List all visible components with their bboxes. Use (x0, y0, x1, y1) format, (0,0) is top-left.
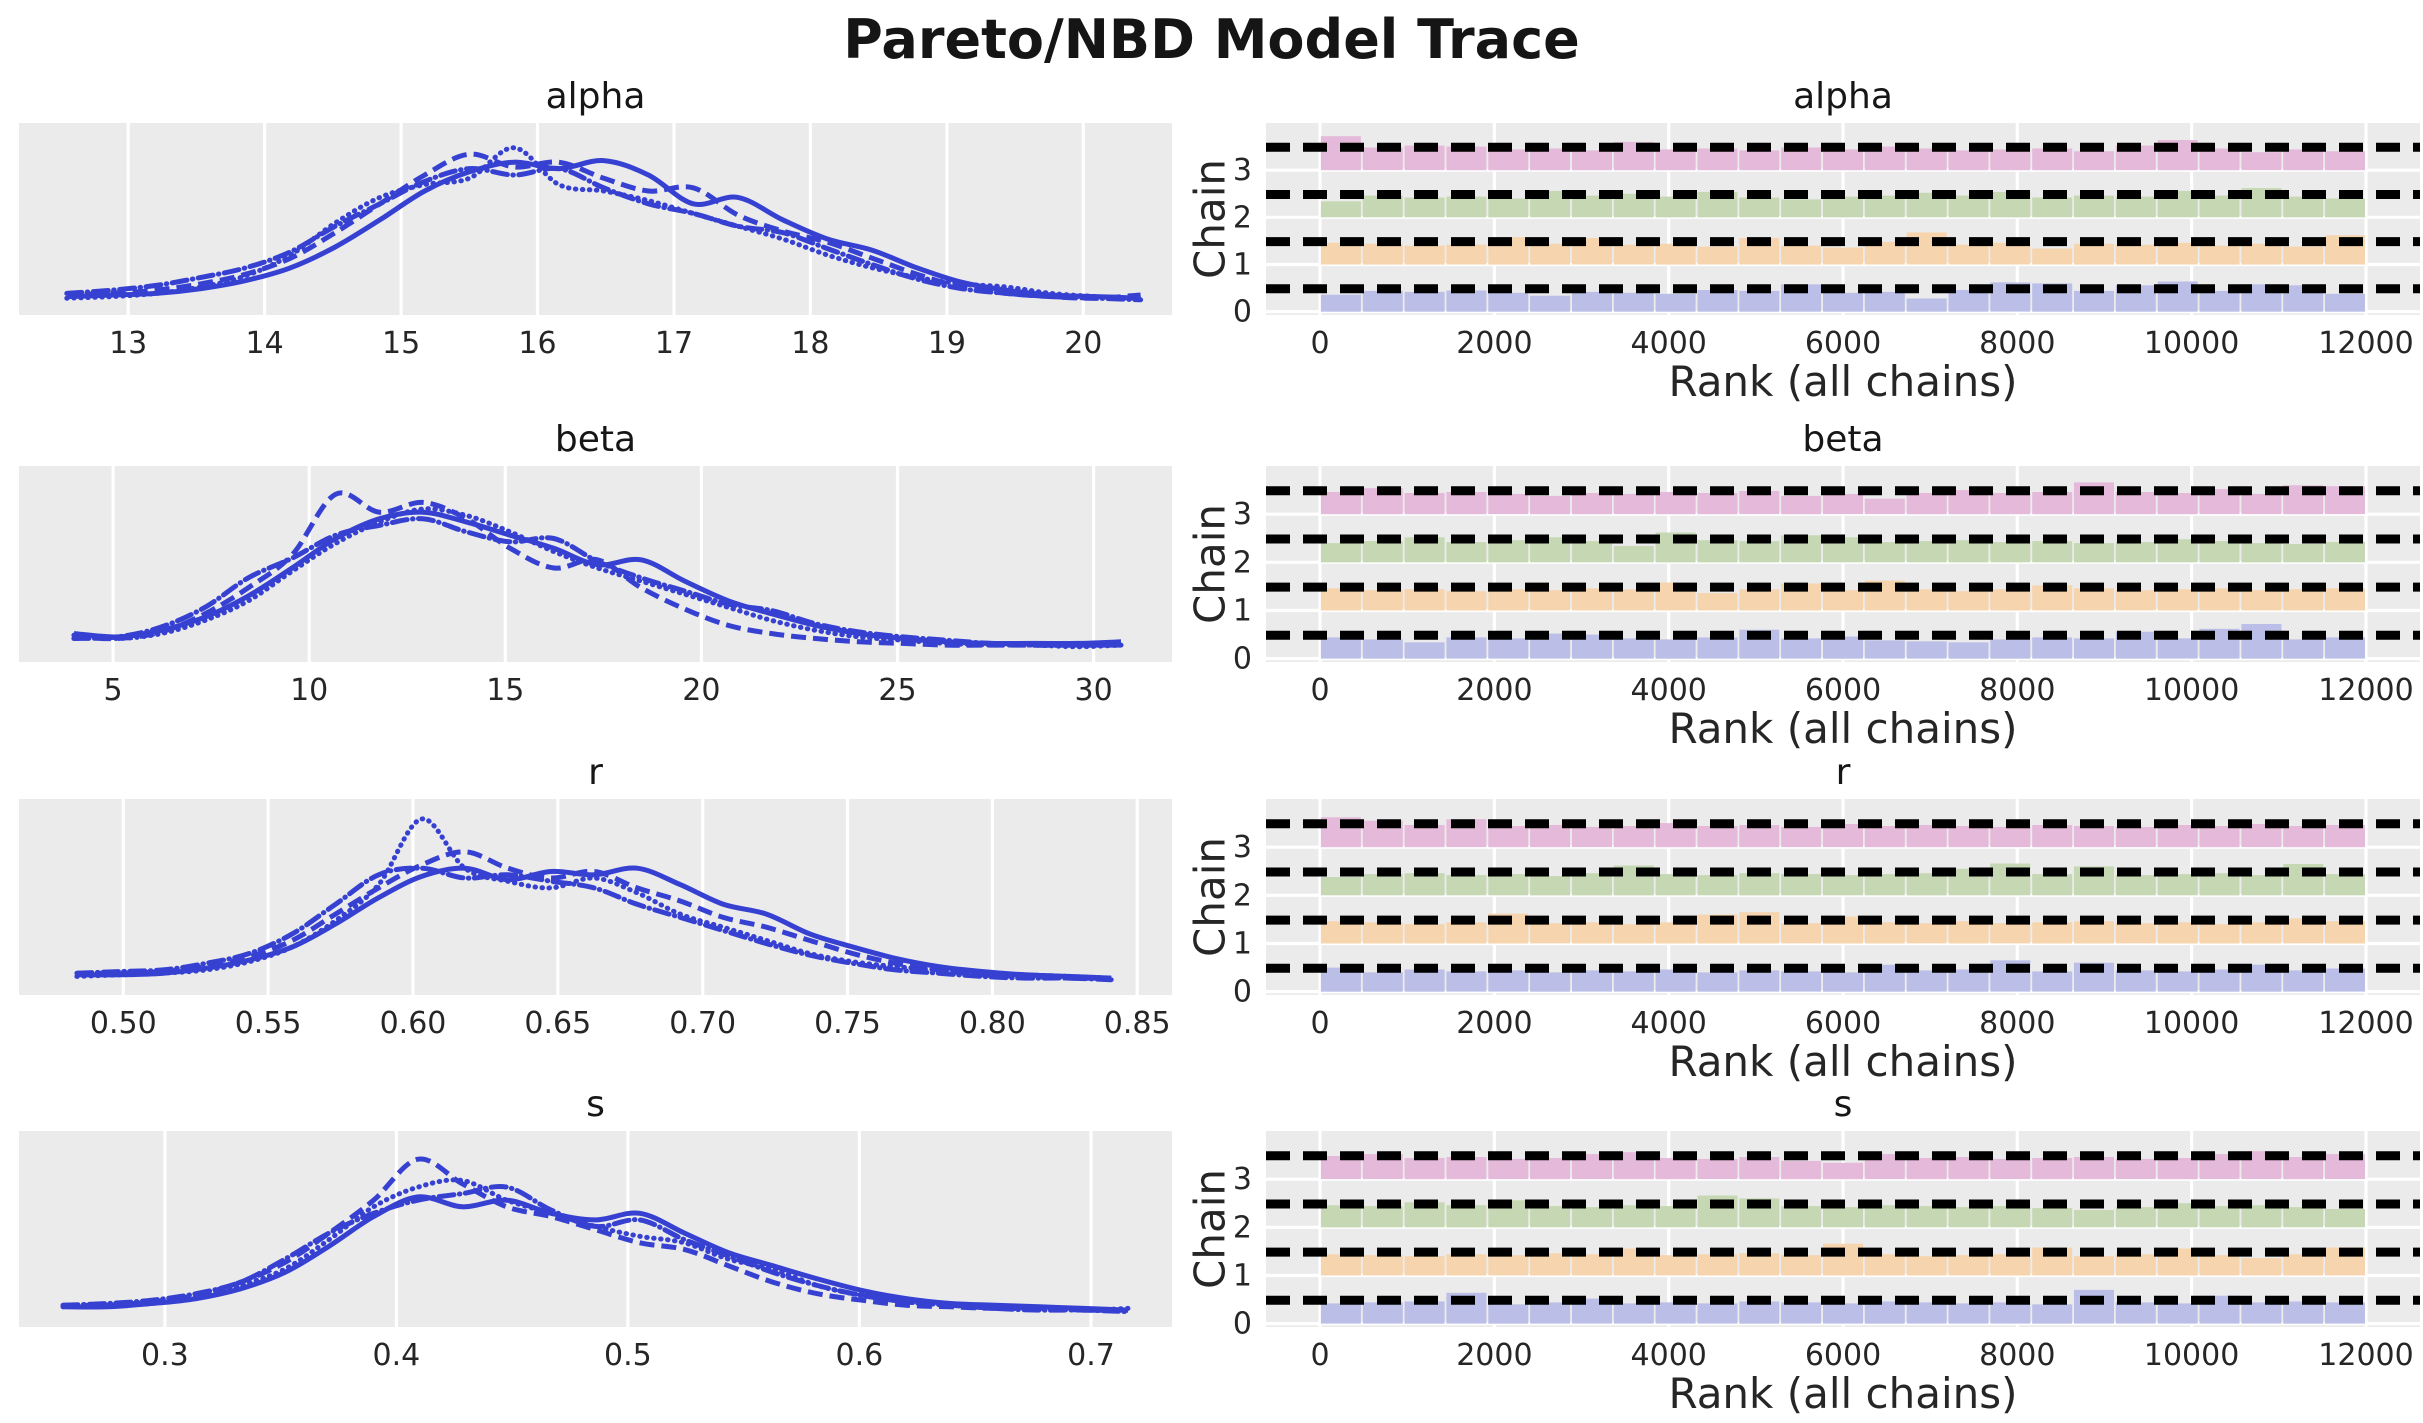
svg-text:10000: 10000 (2144, 1338, 2239, 1373)
svg-text:4000: 4000 (1631, 1006, 1707, 1041)
svg-text:0.80: 0.80 (959, 1006, 1026, 1041)
svg-text:0: 0 (1233, 1307, 1252, 1342)
svg-text:0.70: 0.70 (669, 1006, 736, 1041)
svg-text:3: 3 (1233, 830, 1252, 865)
svg-text:8000: 8000 (1979, 673, 2055, 708)
svg-text:12000: 12000 (2318, 326, 2413, 361)
svg-text:20: 20 (682, 673, 720, 708)
svg-text:0.75: 0.75 (814, 1006, 881, 1041)
kde-title-r: r (588, 752, 603, 793)
svg-text:0.60: 0.60 (380, 1006, 447, 1041)
svg-text:14: 14 (246, 326, 284, 361)
svg-text:0.4: 0.4 (373, 1338, 421, 1373)
svg-text:0.5: 0.5 (604, 1338, 652, 1373)
svg-text:0: 0 (1310, 1338, 1329, 1373)
rank-ylabel-beta: Chain (1185, 504, 1235, 624)
svg-text:3: 3 (1233, 153, 1252, 188)
svg-text:6000: 6000 (1805, 1338, 1881, 1373)
svg-text:15: 15 (486, 673, 524, 708)
svg-text:10000: 10000 (2144, 326, 2239, 361)
svg-text:12000: 12000 (2318, 1006, 2413, 1041)
svg-text:25: 25 (878, 673, 916, 708)
svg-text:6000: 6000 (1805, 1006, 1881, 1041)
kde-plot-s: 0.3 0.4 0.5 0.6 0.7 (19, 1131, 1172, 1373)
kde-plot-beta: 5 10 15 20 25 30 (19, 466, 1172, 708)
rank-ylabel-s: Chain (1185, 1169, 1235, 1289)
svg-text:4000: 4000 (1631, 673, 1707, 708)
svg-text:2: 2 (1233, 545, 1252, 580)
svg-text:10: 10 (290, 673, 328, 708)
svg-text:6000: 6000 (1805, 326, 1881, 361)
svg-text:0: 0 (1310, 326, 1329, 361)
rank-title-beta: beta (1802, 419, 1884, 460)
svg-text:2: 2 (1233, 878, 1252, 913)
rank-plot-r: 0 2000 4000 6000 8000 10000 12000 0 1 2 3 (1233, 799, 2420, 1041)
rank-ylabel-r: Chain (1185, 837, 1235, 957)
svg-text:12000: 12000 (2318, 673, 2413, 708)
svg-text:10000: 10000 (2144, 673, 2239, 708)
svg-text:5: 5 (104, 673, 123, 708)
svg-text:19: 19 (928, 326, 966, 361)
svg-text:2: 2 (1233, 200, 1252, 235)
rank-title-alpha: alpha (1793, 76, 1893, 117)
svg-text:0.6: 0.6 (836, 1338, 884, 1373)
svg-text:3: 3 (1233, 1162, 1252, 1197)
svg-text:1: 1 (1233, 594, 1252, 629)
rank-plot-alpha: 0 2000 4000 6000 8000 10000 12000 0 1 2 3 (1233, 123, 2420, 361)
svg-text:0.7: 0.7 (1067, 1338, 1115, 1373)
kde-title-alpha: alpha (545, 76, 646, 117)
svg-text:0.3: 0.3 (141, 1338, 189, 1373)
svg-text:2: 2 (1233, 1210, 1252, 1245)
rank-title-r: r (1835, 752, 1851, 793)
rank-xlabel-s: Rank (all chains) (1668, 1369, 2018, 1418)
svg-text:0: 0 (1233, 295, 1252, 330)
rank-title-s: s (1833, 1084, 1853, 1125)
svg-text:0: 0 (1310, 673, 1329, 708)
rank-xlabel-r: Rank (all chains) (1668, 1037, 2018, 1086)
svg-text:3: 3 (1233, 497, 1252, 532)
figure-title: Pareto/NBD Model Trace (843, 8, 1580, 71)
svg-text:0.65: 0.65 (524, 1006, 591, 1041)
kde-plot-r: 0.50 0.55 0.60 0.65 0.70 0.75 0.80 0.85 (19, 799, 1172, 1041)
svg-text:8000: 8000 (1979, 326, 2055, 361)
svg-text:12000: 12000 (2318, 1338, 2413, 1373)
svg-text:13: 13 (109, 326, 147, 361)
svg-text:10000: 10000 (2144, 1006, 2239, 1041)
svg-text:17: 17 (655, 326, 693, 361)
svg-text:0.55: 0.55 (235, 1006, 302, 1041)
svg-text:1: 1 (1233, 248, 1252, 283)
svg-text:6000: 6000 (1805, 673, 1881, 708)
kde-title-s: s (586, 1084, 605, 1125)
svg-text:2000: 2000 (1456, 673, 1532, 708)
svg-text:0.85: 0.85 (1104, 1006, 1171, 1041)
rank-ylabel-alpha: Chain (1185, 159, 1235, 279)
kde-plot-alpha: 13 14 15 16 17 18 19 20 (19, 123, 1172, 361)
svg-text:8000: 8000 (1979, 1006, 2055, 1041)
svg-text:4000: 4000 (1631, 1338, 1707, 1373)
rank-xlabel-alpha: Rank (all chains) (1668, 357, 2018, 406)
rank-xlabel-beta: Rank (all chains) (1668, 704, 2018, 753)
kde-title-beta: beta (554, 419, 637, 460)
svg-text:4000: 4000 (1631, 326, 1707, 361)
svg-text:1: 1 (1233, 1259, 1252, 1294)
svg-text:30: 30 (1075, 673, 1113, 708)
svg-text:0.50: 0.50 (90, 1006, 157, 1041)
svg-text:15: 15 (382, 326, 420, 361)
svg-text:1: 1 (1233, 927, 1252, 962)
svg-text:2000: 2000 (1456, 326, 1532, 361)
svg-text:0: 0 (1310, 1006, 1329, 1041)
svg-text:16: 16 (518, 326, 556, 361)
rank-plot-beta: 0 2000 4000 6000 8000 10000 12000 0 1 2 3 (1233, 466, 2420, 708)
svg-text:8000: 8000 (1979, 1338, 2055, 1373)
svg-text:20: 20 (1064, 326, 1102, 361)
rank-plot-s: 0 2000 4000 6000 8000 10000 12000 0 1 2 3 (1233, 1131, 2420, 1373)
svg-text:0: 0 (1233, 642, 1252, 677)
svg-text:0: 0 (1233, 975, 1252, 1010)
svg-text:18: 18 (791, 326, 829, 361)
svg-text:2000: 2000 (1456, 1338, 1532, 1373)
svg-text:2000: 2000 (1456, 1006, 1532, 1041)
